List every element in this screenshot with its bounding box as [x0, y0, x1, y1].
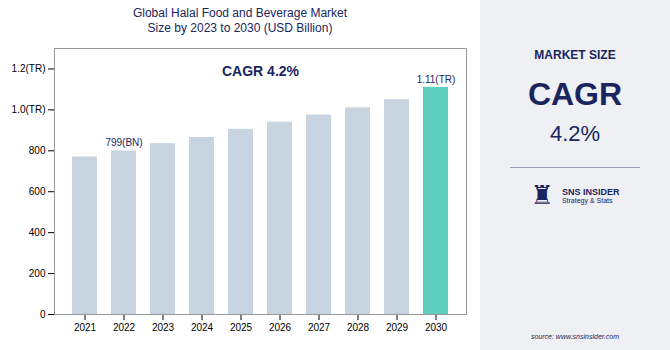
svg-text:2029: 2029 [386, 322, 409, 333]
svg-text:CAGR 4.2%: CAGR 4.2% [222, 63, 300, 79]
html-text:Strategy & Stats: Strategy & Stats [561, 196, 613, 204]
html-text:CAGR: CAGR [527, 76, 623, 112]
svg-text:600: 600 [29, 186, 46, 197]
svg-text:2027: 2027 [308, 322, 331, 333]
svg-text:799(BN): 799(BN) [105, 137, 142, 148]
svg-text:2023: 2023 [152, 322, 175, 333]
svg-text:1.0(TR): 1.0(TR) [12, 104, 46, 115]
svg-text:2030: 2030 [425, 322, 448, 333]
svg-text:0: 0 [40, 309, 46, 320]
svg-text:2025: 2025 [230, 322, 253, 333]
svg-text:1.11(TR): 1.11(TR) [417, 74, 456, 85]
svg-text:2026: 2026 [269, 322, 292, 333]
html-text:source: www.snsinsider.com: source: www.snsinsider.com [531, 333, 619, 340]
svg-text:400: 400 [29, 227, 46, 238]
html-text:MARKET SIZE: MARKET SIZE [534, 48, 616, 62]
html-text:SNS INSIDER: SNS INSIDER [561, 186, 620, 197]
svg-text:2021: 2021 [74, 322, 97, 333]
html-text:4.2%: 4.2% [549, 121, 601, 146]
svg-text:1.2(TR): 1.2(TR) [12, 63, 46, 74]
svg-text:800: 800 [29, 145, 46, 156]
svg-text:2028: 2028 [347, 322, 370, 333]
html-text:Global Halal Food and Beverage: Global Halal Food and Beverage Market Si… [132, 6, 348, 35]
svg-text:200: 200 [29, 268, 46, 279]
svg-text:2022: 2022 [113, 322, 136, 333]
svg-text:2024: 2024 [191, 322, 214, 333]
